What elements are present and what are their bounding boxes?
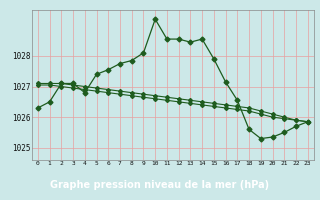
Text: Graphe pression niveau de la mer (hPa): Graphe pression niveau de la mer (hPa) [51, 180, 269, 190]
